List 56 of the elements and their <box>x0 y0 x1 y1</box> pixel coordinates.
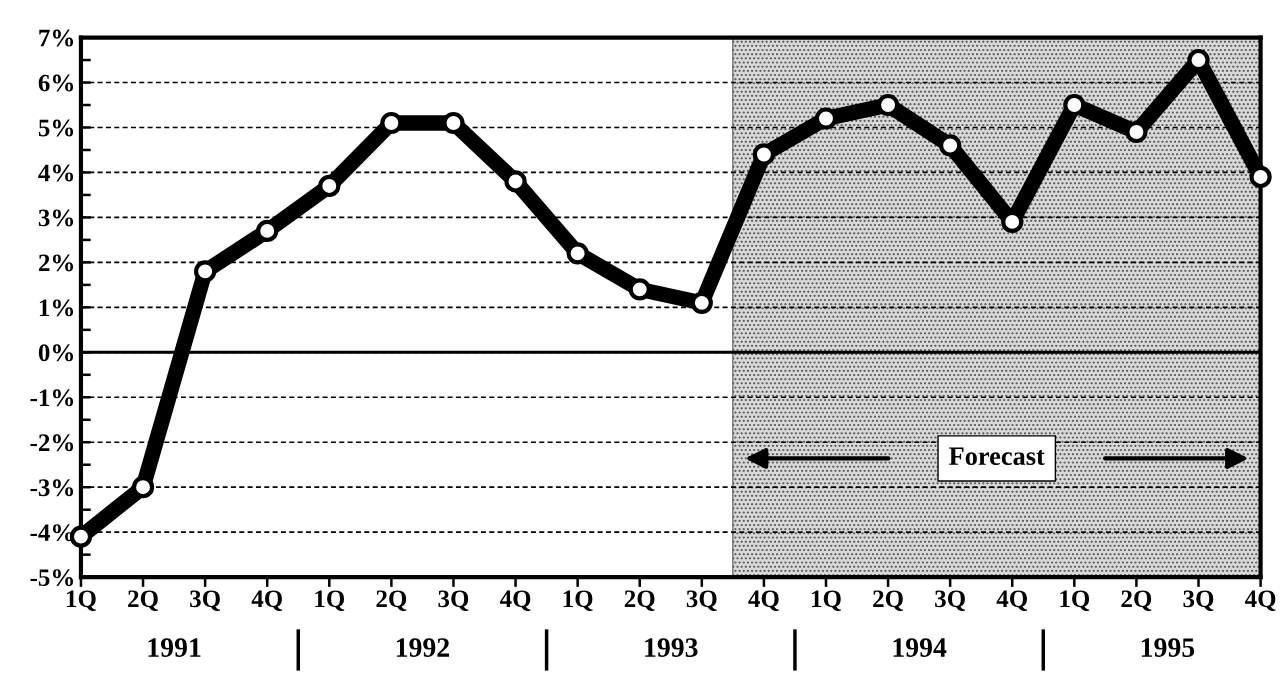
x-tick-label: 2Q <box>1121 590 1152 612</box>
x-tick-label: 3Q <box>1183 590 1214 612</box>
y-tick-label: -5% <box>30 569 74 587</box>
y-tick-label: 0% <box>38 344 74 362</box>
y-tick-label: 2% <box>38 254 74 272</box>
text: 1993 <box>645 638 698 657</box>
x-tick-label: 4Q <box>251 590 283 612</box>
x-tick-label: 3Q <box>190 590 220 612</box>
point <box>69 525 93 548</box>
point <box>1249 165 1272 189</box>
point <box>814 107 838 130</box>
point <box>628 278 651 301</box>
x-tick-label: 3Q <box>438 590 469 612</box>
point <box>1125 120 1148 144</box>
point <box>566 242 589 265</box>
x-tick-label: 1Q <box>66 590 96 612</box>
point <box>690 291 713 314</box>
point <box>131 476 155 499</box>
y-tick-label: -3% <box>30 479 74 497</box>
y-tick-label: 3% <box>38 209 74 227</box>
y-tick-label: -2% <box>30 434 74 452</box>
x-tick-label: 1Q <box>315 590 345 612</box>
point <box>318 174 341 198</box>
x-tick-label: 2Q <box>873 590 903 612</box>
point <box>1063 93 1086 117</box>
y-tick-label: 4% <box>38 164 74 182</box>
x-tick-label: 1Q <box>563 590 593 612</box>
y-tick-label: 1% <box>39 299 74 317</box>
x-tick-label: 2Q <box>128 590 158 612</box>
annotation: Forecast <box>949 447 1045 466</box>
x-tick-label: 4Q <box>1244 590 1276 612</box>
x-tick-label: 2Q <box>624 590 655 612</box>
point <box>194 260 217 283</box>
y-tick-label: 6% <box>38 74 74 92</box>
y-tick-label: 7% <box>39 29 74 47</box>
x-tick-label: 3Q <box>686 590 717 612</box>
x-tick-label: 4Q <box>499 590 531 612</box>
x-tick-label: 1Q <box>1060 590 1090 612</box>
point <box>939 134 962 157</box>
point <box>752 143 776 166</box>
point <box>504 170 527 193</box>
x-tick-label: 4Q <box>748 590 779 612</box>
text: 1994 <box>893 638 947 657</box>
point <box>442 111 465 135</box>
text: 1992 <box>396 638 450 657</box>
x-tick-label: 4Q <box>996 590 1028 612</box>
x-tick-label: 2Q <box>376 590 407 612</box>
point <box>380 111 403 135</box>
y-tick-label: 5% <box>38 119 74 137</box>
text: 1995 <box>1141 638 1195 657</box>
y-tick-label: -1% <box>30 389 74 407</box>
text: 1991 <box>148 638 201 657</box>
x-tick-label: 1Q <box>812 590 841 612</box>
point <box>256 219 279 243</box>
x-tick-label: 3Q <box>935 590 966 612</box>
point <box>876 93 900 117</box>
